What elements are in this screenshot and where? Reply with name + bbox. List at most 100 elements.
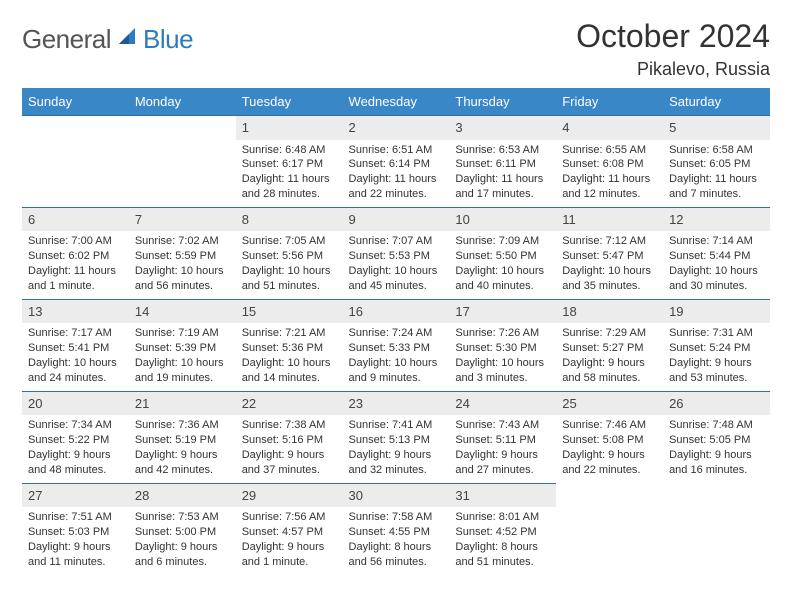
sunrise-line: Sunrise: 7:36 AM bbox=[135, 418, 230, 433]
day-cell: 11Sunrise: 7:12 AMSunset: 5:47 PMDayligh… bbox=[556, 207, 663, 299]
day-cell: 15Sunrise: 7:21 AMSunset: 5:36 PMDayligh… bbox=[236, 299, 343, 391]
brand-first: General bbox=[22, 24, 111, 55]
sunrise-line: Sunrise: 7:07 AM bbox=[349, 234, 444, 249]
daylight-line: Daylight: 11 hours and 7 minutes. bbox=[669, 172, 764, 202]
sunrise-line: Sunrise: 7:46 AM bbox=[562, 418, 657, 433]
day-details: Sunrise: 7:38 AMSunset: 5:16 PMDaylight:… bbox=[236, 415, 343, 482]
col-thursday: Thursday bbox=[449, 88, 556, 116]
day-details: Sunrise: 6:55 AMSunset: 6:08 PMDaylight:… bbox=[556, 140, 663, 207]
sunrise-line: Sunrise: 7:09 AM bbox=[455, 234, 550, 249]
day-number: 22 bbox=[236, 392, 343, 416]
day-cell: 17Sunrise: 7:26 AMSunset: 5:30 PMDayligh… bbox=[449, 299, 556, 391]
day-number: 20 bbox=[22, 392, 129, 416]
sunset-line: Sunset: 5:50 PM bbox=[455, 249, 550, 264]
sunset-line: Sunset: 6:05 PM bbox=[669, 157, 764, 172]
day-number: 27 bbox=[22, 484, 129, 508]
day-details: Sunrise: 7:02 AMSunset: 5:59 PMDaylight:… bbox=[129, 231, 236, 298]
sunrise-line: Sunrise: 7:00 AM bbox=[28, 234, 123, 249]
day-cell: 1Sunrise: 6:48 AMSunset: 6:17 PMDaylight… bbox=[236, 116, 343, 208]
day-cell: 5Sunrise: 6:58 AMSunset: 6:05 PMDaylight… bbox=[663, 116, 770, 208]
sunset-line: Sunset: 5:44 PM bbox=[669, 249, 764, 264]
week-row: 6Sunrise: 7:00 AMSunset: 6:02 PMDaylight… bbox=[22, 207, 770, 299]
day-number: 2 bbox=[343, 116, 450, 140]
sunrise-line: Sunrise: 7:29 AM bbox=[562, 326, 657, 341]
sunset-line: Sunset: 5:11 PM bbox=[455, 433, 550, 448]
day-cell: 29Sunrise: 7:56 AMSunset: 4:57 PMDayligh… bbox=[236, 483, 343, 574]
sunrise-line: Sunrise: 7:17 AM bbox=[28, 326, 123, 341]
daylight-line: Daylight: 10 hours and 24 minutes. bbox=[28, 356, 123, 386]
sunrise-line: Sunrise: 7:56 AM bbox=[242, 510, 337, 525]
calendar-body: ..1Sunrise: 6:48 AMSunset: 6:17 PMDaylig… bbox=[22, 116, 770, 575]
col-friday: Friday bbox=[556, 88, 663, 116]
day-cell: . bbox=[129, 116, 236, 208]
day-number: 19 bbox=[663, 300, 770, 324]
day-cell: 13Sunrise: 7:17 AMSunset: 5:41 PMDayligh… bbox=[22, 299, 129, 391]
sunrise-line: Sunrise: 7:58 AM bbox=[349, 510, 444, 525]
sunset-line: Sunset: 5:27 PM bbox=[562, 341, 657, 356]
daylight-line: Daylight: 9 hours and 22 minutes. bbox=[562, 448, 657, 478]
day-cell: 7Sunrise: 7:02 AMSunset: 5:59 PMDaylight… bbox=[129, 207, 236, 299]
day-cell: . bbox=[22, 116, 129, 208]
sunset-line: Sunset: 5:36 PM bbox=[242, 341, 337, 356]
day-number: 24 bbox=[449, 392, 556, 416]
day-number: 21 bbox=[129, 392, 236, 416]
header: General Blue October 2024 Pikalevo, Russ… bbox=[22, 18, 770, 78]
daylight-line: Daylight: 9 hours and 32 minutes. bbox=[349, 448, 444, 478]
daylight-line: Daylight: 10 hours and 35 minutes. bbox=[562, 264, 657, 294]
daylight-line: Daylight: 9 hours and 6 minutes. bbox=[135, 540, 230, 570]
month-title: October 2024 bbox=[576, 18, 770, 55]
sunset-line: Sunset: 6:08 PM bbox=[562, 157, 657, 172]
day-cell: 3Sunrise: 6:53 AMSunset: 6:11 PMDaylight… bbox=[449, 116, 556, 208]
daylight-line: Daylight: 10 hours and 40 minutes. bbox=[455, 264, 550, 294]
day-number: 4 bbox=[556, 116, 663, 140]
daylight-line: Daylight: 10 hours and 9 minutes. bbox=[349, 356, 444, 386]
day-details: Sunrise: 7:53 AMSunset: 5:00 PMDaylight:… bbox=[129, 507, 236, 574]
day-number: 30 bbox=[343, 484, 450, 508]
sunset-line: Sunset: 4:57 PM bbox=[242, 525, 337, 540]
day-number: 18 bbox=[556, 300, 663, 324]
col-saturday: Saturday bbox=[663, 88, 770, 116]
sunset-line: Sunset: 5:47 PM bbox=[562, 249, 657, 264]
col-sunday: Sunday bbox=[22, 88, 129, 116]
day-number: 11 bbox=[556, 208, 663, 232]
day-cell: 4Sunrise: 6:55 AMSunset: 6:08 PMDaylight… bbox=[556, 116, 663, 208]
day-details: Sunrise: 7:48 AMSunset: 5:05 PMDaylight:… bbox=[663, 415, 770, 482]
daylight-line: Daylight: 11 hours and 12 minutes. bbox=[562, 172, 657, 202]
day-number: 15 bbox=[236, 300, 343, 324]
day-details: Sunrise: 7:51 AMSunset: 5:03 PMDaylight:… bbox=[22, 507, 129, 574]
day-cell: 27Sunrise: 7:51 AMSunset: 5:03 PMDayligh… bbox=[22, 483, 129, 574]
sunset-line: Sunset: 5:41 PM bbox=[28, 341, 123, 356]
daylight-line: Daylight: 9 hours and 27 minutes. bbox=[455, 448, 550, 478]
day-number: 12 bbox=[663, 208, 770, 232]
sunset-line: Sunset: 5:53 PM bbox=[349, 249, 444, 264]
sunset-line: Sunset: 5:19 PM bbox=[135, 433, 230, 448]
daylight-line: Daylight: 10 hours and 45 minutes. bbox=[349, 264, 444, 294]
sunset-line: Sunset: 5:39 PM bbox=[135, 341, 230, 356]
day-details: Sunrise: 7:09 AMSunset: 5:50 PMDaylight:… bbox=[449, 231, 556, 298]
day-details: Sunrise: 7:29 AMSunset: 5:27 PMDaylight:… bbox=[556, 323, 663, 390]
sunset-line: Sunset: 5:13 PM bbox=[349, 433, 444, 448]
sunset-line: Sunset: 5:05 PM bbox=[669, 433, 764, 448]
sunrise-line: Sunrise: 7:21 AM bbox=[242, 326, 337, 341]
sunrise-line: Sunrise: 7:19 AM bbox=[135, 326, 230, 341]
day-details: Sunrise: 7:05 AMSunset: 5:56 PMDaylight:… bbox=[236, 231, 343, 298]
day-cell: 19Sunrise: 7:31 AMSunset: 5:24 PMDayligh… bbox=[663, 299, 770, 391]
sunrise-line: Sunrise: 6:55 AM bbox=[562, 143, 657, 158]
day-cell: 20Sunrise: 7:34 AMSunset: 5:22 PMDayligh… bbox=[22, 391, 129, 483]
day-details: Sunrise: 6:58 AMSunset: 6:05 PMDaylight:… bbox=[663, 140, 770, 207]
week-row: 13Sunrise: 7:17 AMSunset: 5:41 PMDayligh… bbox=[22, 299, 770, 391]
sunrise-line: Sunrise: 7:05 AM bbox=[242, 234, 337, 249]
day-cell: 26Sunrise: 7:48 AMSunset: 5:05 PMDayligh… bbox=[663, 391, 770, 483]
daylight-line: Daylight: 11 hours and 22 minutes. bbox=[349, 172, 444, 202]
day-cell: 8Sunrise: 7:05 AMSunset: 5:56 PMDaylight… bbox=[236, 207, 343, 299]
day-number: 8 bbox=[236, 208, 343, 232]
col-monday: Monday bbox=[129, 88, 236, 116]
sunset-line: Sunset: 5:24 PM bbox=[669, 341, 764, 356]
sunrise-line: Sunrise: 7:38 AM bbox=[242, 418, 337, 433]
daylight-line: Daylight: 9 hours and 11 minutes. bbox=[28, 540, 123, 570]
week-row: 27Sunrise: 7:51 AMSunset: 5:03 PMDayligh… bbox=[22, 483, 770, 574]
day-details: Sunrise: 8:01 AMSunset: 4:52 PMDaylight:… bbox=[449, 507, 556, 574]
daylight-line: Daylight: 10 hours and 51 minutes. bbox=[242, 264, 337, 294]
daylight-line: Daylight: 10 hours and 3 minutes. bbox=[455, 356, 550, 386]
day-details: Sunrise: 6:53 AMSunset: 6:11 PMDaylight:… bbox=[449, 140, 556, 207]
